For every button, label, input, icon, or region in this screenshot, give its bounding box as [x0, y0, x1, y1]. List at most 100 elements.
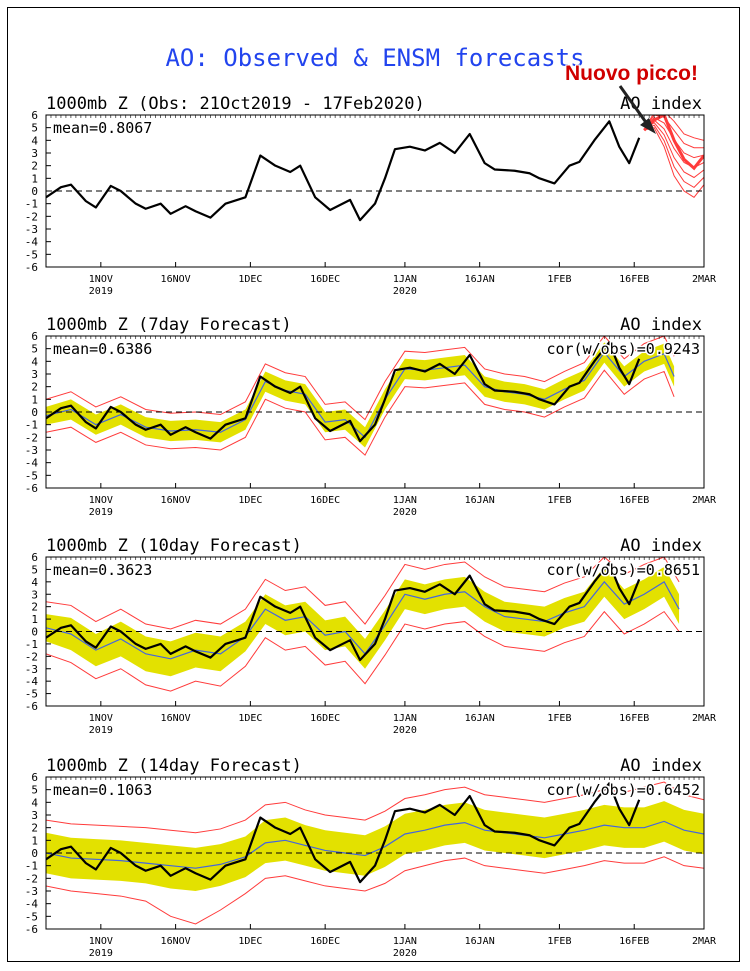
- y-tick-label: -2: [25, 210, 38, 223]
- x-tick-label: 2MAR: [692, 274, 717, 285]
- y-tick-label: -2: [25, 872, 38, 885]
- x-tick-label: 16DEC: [310, 936, 340, 947]
- ensemble-spread-band: [46, 342, 675, 448]
- y-tick-label: 5: [31, 122, 38, 135]
- y-tick-label: -6: [25, 482, 38, 495]
- ensemble-lower-bound: [46, 369, 675, 456]
- ao-panel-2: 1000mb Z (7day Forecast) AO index -6-5-4-3…: [25, 315, 717, 518]
- ao-panel-4: 1000mb Z (14day Forecast) AO index-6-5-4-…: [25, 756, 717, 959]
- x-tick-year: 2020: [393, 725, 417, 736]
- ensemble-lower-bound: [46, 856, 704, 925]
- x-tick-label: 2MAR: [692, 936, 717, 947]
- y-tick-label: 6: [31, 551, 38, 564]
- x-tick-year: 2020: [393, 948, 417, 959]
- y-tick-label: -4: [25, 898, 39, 911]
- forecast-mean-line: [643, 115, 704, 171]
- forecast-member-line: [643, 119, 704, 169]
- y-tick-label: -6: [25, 923, 38, 936]
- annotation-arrow: [618, 85, 656, 134]
- forecast-member-line: [643, 124, 704, 189]
- main-title: AO: Observed & ENSM forecasts: [165, 44, 585, 72]
- x-tick-label: 1DEC: [238, 713, 262, 724]
- plot-frame: [45, 114, 705, 268]
- y-tick-label: 6: [31, 330, 38, 343]
- forecast-member-line: [644, 127, 704, 198]
- y-tick-label: 2: [31, 381, 38, 394]
- ensemble-lower-bound: [46, 610, 680, 692]
- y-tick-label: 4: [31, 355, 38, 368]
- y-tick-label: -5: [25, 248, 38, 261]
- y-tick-label: 2: [31, 601, 38, 614]
- mean-label: mean=0.1063: [53, 781, 152, 799]
- y-tick-label: 3: [31, 147, 38, 160]
- x-tick-year: 2020: [393, 286, 417, 297]
- y-tick-label: -5: [25, 469, 38, 482]
- panel-title: 1000mb Z (7day Forecast): [46, 315, 292, 335]
- panel-title: 1000mb Z (10day Forecast): [46, 536, 302, 556]
- annotation-label: Nuovo picco!: [565, 62, 699, 85]
- x-tick-label: 16JAN: [465, 713, 495, 724]
- y-tick-label: 3: [31, 588, 38, 601]
- x-tick-year: 2019: [89, 948, 113, 959]
- plot-area: [46, 336, 704, 456]
- x-tick-label: 1NOV: [89, 495, 113, 506]
- y-tick-label: 5: [31, 343, 38, 356]
- x-tick-label: 1FEB: [547, 495, 571, 506]
- y-tick-label: 5: [31, 563, 38, 576]
- x-tick-label: 16NOV: [161, 713, 191, 724]
- observed-line: [46, 120, 641, 222]
- x-tick-label: 2MAR: [692, 495, 717, 506]
- x-tick-label: 16FEB: [619, 274, 649, 285]
- x-tick-label: 16JAN: [465, 936, 495, 947]
- x-tick-label: 16FEB: [619, 495, 649, 506]
- panel-right-title: AO index: [620, 536, 702, 556]
- forecast-member-line: [643, 115, 704, 141]
- x-tick-label: 16DEC: [310, 713, 340, 724]
- y-tick-label: -1: [25, 860, 38, 873]
- x-tick-label: 16FEB: [619, 713, 649, 724]
- panel-title: 1000mb Z (14day Forecast): [46, 756, 302, 776]
- y-tick-label: 0: [31, 847, 38, 860]
- correlation-label: cor(w/obs)=0.8651: [546, 561, 700, 579]
- y-tick-label: 0: [31, 185, 38, 198]
- ensemble-spread-band: [46, 566, 680, 677]
- mean-label: mean=0.6386: [53, 340, 152, 358]
- ensemble-upper-bound: [46, 557, 680, 630]
- mean-label: mean=0.8067: [53, 119, 152, 137]
- x-tick-label: 1FEB: [547, 936, 571, 947]
- ensemble-mean-line: [46, 820, 704, 869]
- y-tick-label: -4: [25, 457, 39, 470]
- y-tick-label: 6: [31, 771, 38, 784]
- y-tick-label: -4: [25, 675, 39, 688]
- plot-area: [46, 781, 704, 925]
- ao-panel-1: 1000mb Z (Obs: 21Oct2019 - 17Feb2020) AO …: [25, 94, 717, 297]
- y-tick-label: 4: [31, 796, 38, 809]
- x-tick-label: 1NOV: [89, 713, 113, 724]
- y-tick-label: 4: [31, 134, 38, 147]
- x-tick-label: 16DEC: [310, 495, 340, 506]
- y-tick-label: 3: [31, 809, 38, 822]
- x-tick-label: 1JAN: [393, 495, 417, 506]
- y-tick-label: 2: [31, 822, 38, 835]
- y-tick-label: -3: [25, 444, 38, 457]
- ensemble-spread-band: [46, 801, 704, 891]
- y-tick-label: 1: [31, 834, 38, 847]
- y-tick-label: 0: [31, 406, 38, 419]
- plot-area: [46, 557, 704, 692]
- arrow-shaft: [618, 85, 652, 129]
- x-tick-label: 1NOV: [89, 274, 113, 285]
- x-tick-label: 2MAR: [692, 713, 717, 724]
- x-tick-year: 2020: [393, 507, 417, 518]
- y-tick-label: -3: [25, 885, 38, 898]
- y-tick-label: -1: [25, 638, 38, 651]
- ensemble-mean-line: [46, 580, 680, 660]
- ao-panel-3: 1000mb Z (10day Forecast) AO index-6-5-4-…: [25, 536, 717, 736]
- y-tick-label: 0: [31, 626, 38, 639]
- x-tick-label: 16NOV: [161, 274, 191, 285]
- x-tick-label: 16JAN: [465, 495, 495, 506]
- x-tick-label: 1DEC: [238, 274, 262, 285]
- plot-area: [46, 115, 704, 222]
- y-tick-label: 2: [31, 160, 38, 173]
- y-tick-label: 1: [31, 172, 38, 185]
